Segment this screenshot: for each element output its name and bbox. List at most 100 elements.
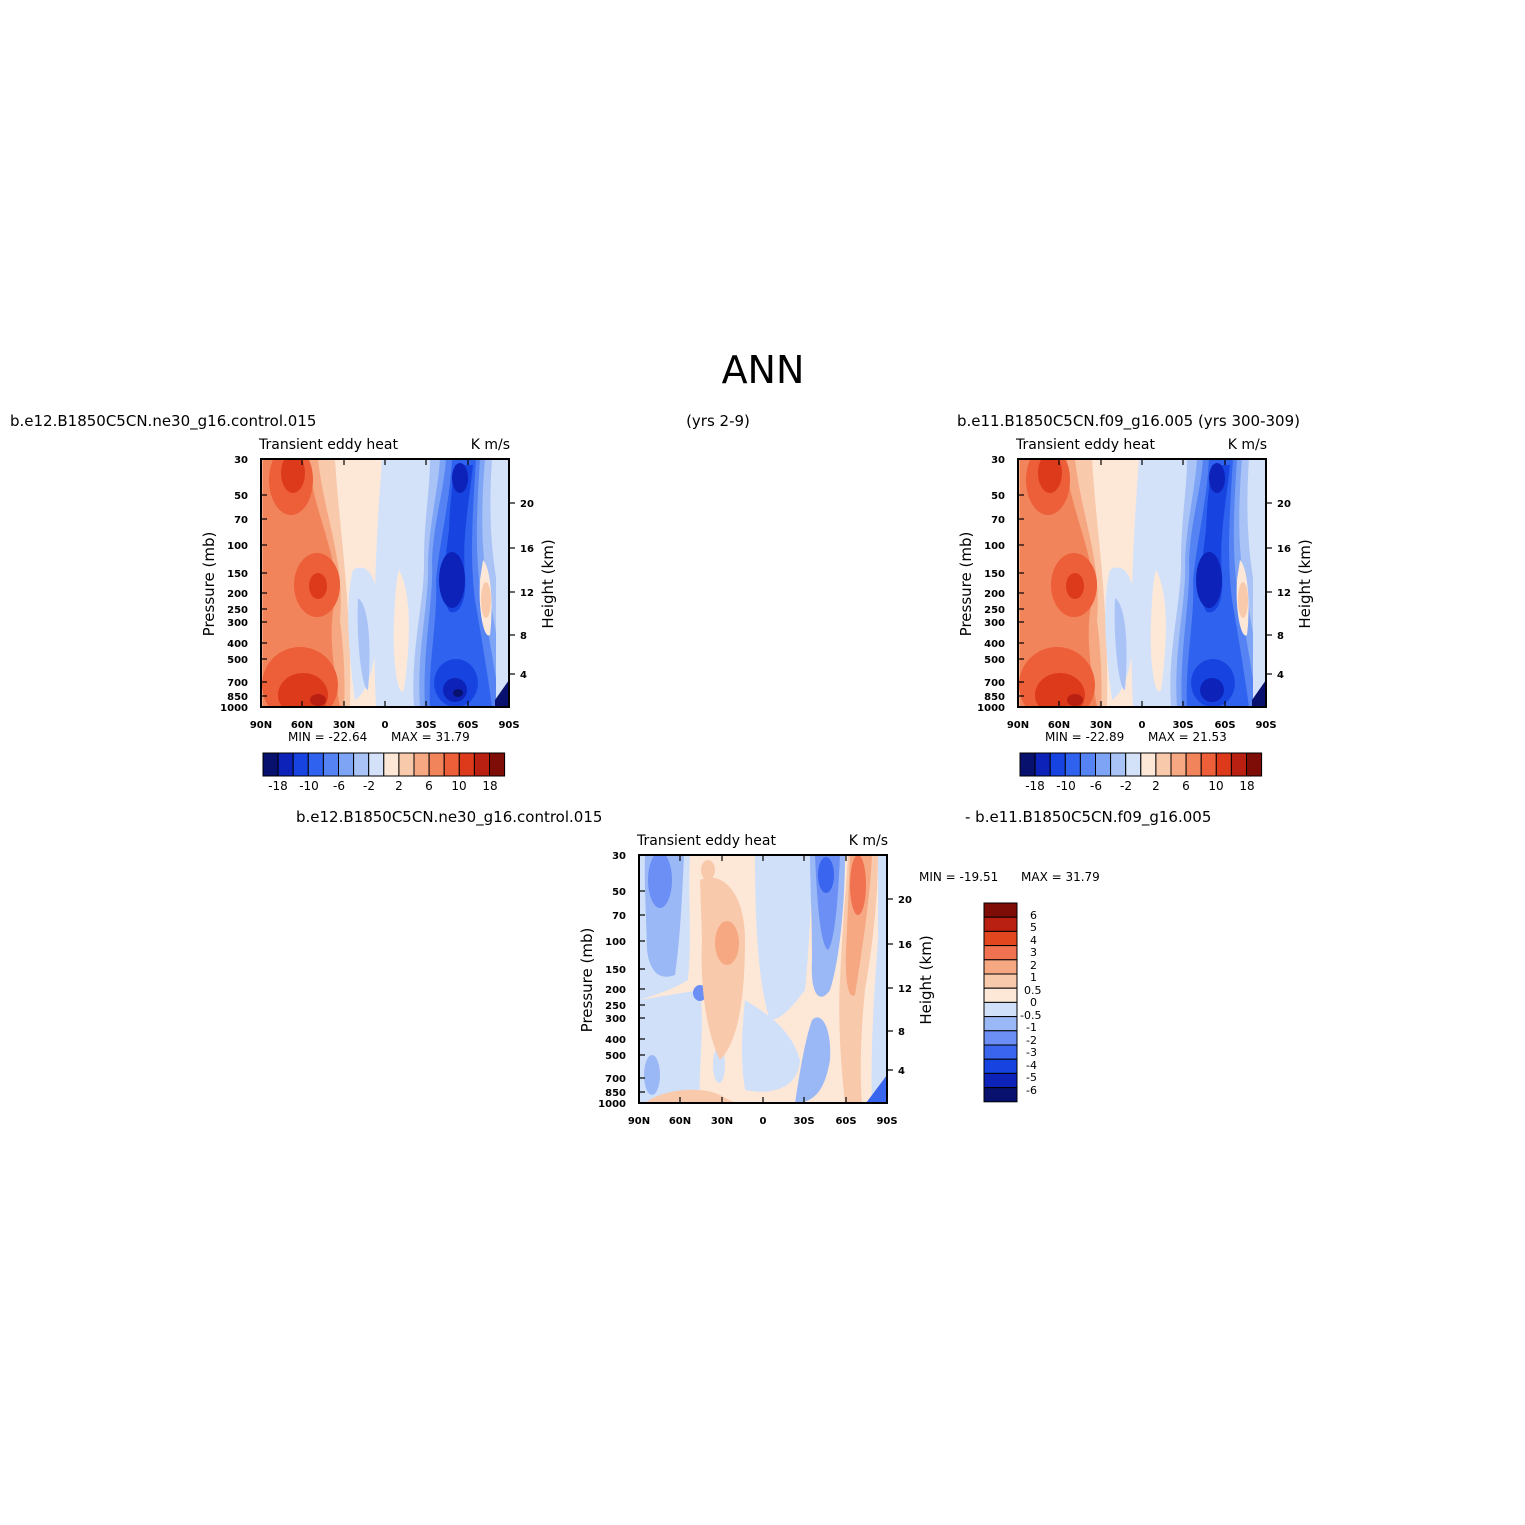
case-label-left: b.e12.B1850C5CN.ne30_g16.control.015: [10, 412, 316, 431]
panel-top-left: Transient eddy heat K m/s 30 50 70 100 1…: [200, 437, 557, 793]
panel-b-y-label-right: Height (km): [1296, 539, 1314, 628]
height-tick: 8: [898, 1027, 905, 1038]
colorbar-swatch: [983, 930, 1018, 947]
panel-a-y-label-right: Height (km): [539, 539, 557, 628]
case-label-right: b.e11.B1850C5CN.f09_g16.005 (yrs 300-309…: [957, 412, 1300, 431]
height-tick: 4: [520, 670, 527, 681]
colorbar-swatch: [307, 752, 324, 777]
contour-field-top-left: [261, 459, 509, 707]
y-tick: 1000: [598, 1099, 626, 1110]
colorbar-label: 18: [1239, 779, 1254, 793]
colorbar-label: 2: [395, 779, 403, 793]
panel-a-y-label: Pressure (mb): [200, 532, 218, 637]
height-tick: 20: [1277, 499, 1291, 510]
colorbar-swatch: [1095, 752, 1112, 777]
panel-b-colorbar-labels: -18 -10 -6 -2 2 6 10 18: [1025, 779, 1254, 793]
panel-c-y-ticks: 30 50 70 100 150 200 250 300 400 500 700…: [598, 851, 626, 1110]
y-tick: 200: [984, 589, 1005, 600]
y-tick: 400: [984, 639, 1005, 650]
x-tick: 90N: [1007, 720, 1029, 731]
y-tick: 250: [984, 605, 1005, 616]
panel-a-x-ticks: 90N 60N 30N 0 30S 60S 90S: [250, 720, 520, 731]
colorbar-label: 10: [451, 779, 466, 793]
colorbar-swatch: [1125, 752, 1142, 777]
colorbar-label: 10: [1208, 779, 1223, 793]
x-tick: 90S: [1255, 720, 1276, 731]
panel-b-title-right: K m/s: [1228, 437, 1267, 453]
colorbar-swatch: [983, 1072, 1018, 1089]
panel-a-y-ticks-right: 20 16 12 8 4: [520, 499, 534, 681]
x-tick: 90N: [250, 720, 272, 731]
colorbar-label: -5: [1026, 1071, 1037, 1084]
colorbar-swatch: [322, 752, 339, 777]
y-tick: 100: [984, 541, 1005, 552]
colorbar-label: -18: [1025, 779, 1045, 793]
colorbar-label: -3: [1026, 1046, 1037, 1059]
colorbar-swatch: [983, 1058, 1018, 1074]
colorbar-label: 6: [1030, 909, 1037, 922]
y-tick: 250: [227, 605, 248, 616]
colorbar-swatch: [1019, 752, 1036, 777]
y-tick: 50: [991, 491, 1005, 502]
panel-b-y-ticks-right: 20 16 12 8 4: [1277, 499, 1291, 681]
colorbar-swatch: [1155, 752, 1172, 777]
height-tick: 8: [520, 631, 527, 642]
y-tick: 50: [612, 887, 626, 898]
panel-c-title-right: K m/s: [849, 833, 888, 849]
colorbar-swatch: [368, 752, 385, 777]
y-tick: 1000: [977, 703, 1005, 714]
height-tick: 16: [1277, 544, 1291, 555]
y-tick: 400: [227, 639, 248, 650]
y-tick: 30: [991, 455, 1005, 466]
panel-top-right: Transient eddy heat K m/s 30 50 70 100 1…: [957, 437, 1314, 793]
colorbar-label: 0: [1030, 996, 1037, 1009]
height-tick: 20: [898, 895, 912, 906]
colorbar-swatch: [1200, 752, 1217, 777]
panel-c-title-left: Transient eddy heat: [636, 833, 776, 849]
x-tick: 30S: [415, 720, 436, 731]
y-tick: 150: [605, 965, 626, 976]
height-tick: 4: [898, 1066, 905, 1077]
height-tick: 20: [520, 499, 534, 510]
colorbar-swatch: [1230, 752, 1248, 777]
y-tick: 200: [605, 985, 626, 996]
colorbar-label: -2: [363, 779, 375, 793]
colorbar-label: 2: [1152, 779, 1160, 793]
colorbar-label: -2: [1120, 779, 1132, 793]
x-tick: 60N: [1048, 720, 1070, 731]
panel-difference: Transient eddy heat K m/s 30 50 70 100 1…: [578, 833, 1100, 1127]
panel-c-colorbar-labels: 6 5 4 3 2 1 0.5 0 -0.5 -1 -2 -3 -4 -5 -6: [1020, 909, 1042, 1097]
colorbar-label: -6: [1090, 779, 1102, 793]
panel-c-max: MAX = 31.79: [1021, 870, 1100, 884]
colorbar-label: 2: [1030, 959, 1037, 972]
height-tick: 4: [1277, 670, 1284, 681]
panel-c-x-ticks: 90N 60N 30N 0 30S 60S 90S: [628, 1116, 898, 1127]
y-tick: 850: [984, 692, 1005, 703]
x-tick: 90S: [498, 720, 519, 731]
colorbar-swatch: [428, 752, 445, 777]
colorbar-label: 1: [1030, 971, 1037, 984]
x-tick: 0: [382, 720, 389, 731]
colorbar-swatch: [473, 752, 490, 777]
panel-b-max: MAX = 21.53: [1148, 730, 1227, 744]
colorbar-swatch: [292, 752, 309, 777]
colorbar-label: 0.5: [1024, 984, 1042, 997]
panel-a-colorbar-labels: -18 -10 -6 -2 2 6 10 18: [268, 779, 497, 793]
colorbar-swatch: [983, 945, 1018, 961]
colorbar-label: -1: [1026, 1021, 1037, 1034]
y-tick: 500: [605, 1051, 626, 1062]
x-tick: 0: [760, 1116, 767, 1127]
colorbar-label: 3: [1030, 946, 1037, 959]
colorbar-label: 6: [425, 779, 433, 793]
panel-a-min: MIN = -22.64: [288, 730, 367, 744]
x-tick: 30S: [1172, 720, 1193, 731]
panel-a-title-left: Transient eddy heat: [258, 437, 398, 453]
figure-title: ANN: [722, 348, 805, 392]
colorbar-swatch: [458, 752, 475, 777]
x-tick: 90S: [876, 1116, 897, 1127]
colorbar-swatch: [983, 973, 1018, 989]
x-tick: 0: [1139, 720, 1146, 731]
colorbar-label: -18: [268, 779, 288, 793]
x-tick: 30S: [793, 1116, 814, 1127]
